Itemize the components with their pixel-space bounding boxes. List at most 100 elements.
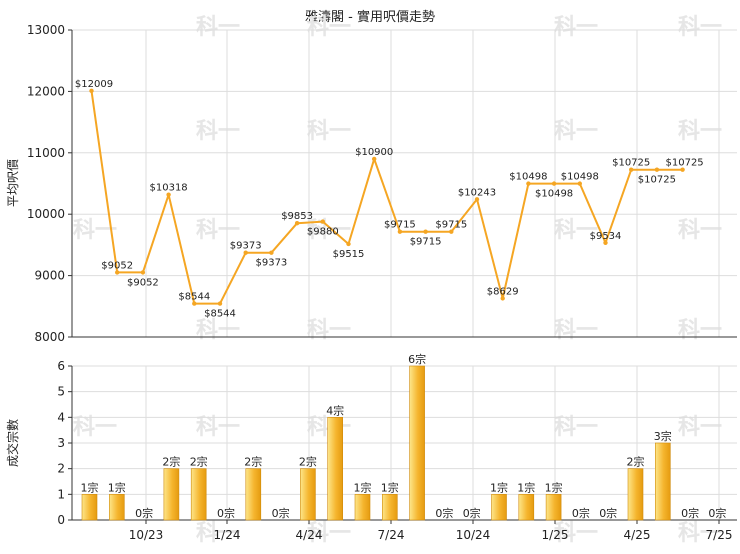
x-tick-label: 1/25 (542, 528, 569, 542)
volume-bar (109, 494, 125, 521)
line-layer (89, 88, 685, 306)
volume-data-label: 1宗 (354, 480, 372, 494)
volume-data-label: 1宗 (517, 480, 535, 494)
price-point (89, 88, 94, 94)
price-data-label: $8544 (178, 292, 210, 303)
price-point (397, 229, 403, 234)
price-y-tick-label: 9000 (34, 269, 65, 283)
price-data-label: $9515 (333, 249, 365, 260)
bar-layer (81, 365, 671, 521)
volume-bar (190, 468, 207, 521)
volume-data-label: 1宗 (381, 480, 399, 494)
price-point (294, 221, 300, 226)
price-data-label: $9853 (281, 211, 313, 222)
volume-bar (354, 494, 371, 521)
price-data-label: $10900 (355, 147, 393, 158)
price-point (603, 240, 608, 246)
volume-data-label: 1宗 (81, 480, 99, 494)
chart-title: 雅濤閣 - 實用呎價走勢 (305, 9, 435, 25)
price-point (372, 156, 377, 162)
price-y-tick-label: 13000 (27, 23, 65, 37)
volume-data-label: 1宗 (490, 480, 508, 494)
price-data-label: $10243 (458, 187, 496, 198)
volume-data-label: 1宗 (108, 480, 126, 494)
x-tick-label: 10/24 (456, 528, 491, 542)
volume-bar (381, 494, 398, 521)
axis-layer: 8000 9000 10000 11000 12000 13000 0 1 2 3 4 5 6 10/23… (27, 23, 737, 542)
volume-data-label: 0宗 (135, 506, 153, 520)
volume-data-label: 0宗 (463, 506, 481, 520)
watermark-text: 科一 (678, 15, 722, 40)
volume-y-tick-label: 1 (57, 487, 65, 501)
price-y-tick-label: 10000 (27, 207, 65, 221)
volume-bar (409, 365, 425, 521)
label-layer: 1宗 1宗 0宗 2宗 2宗 0宗 2宗 0宗 2宗 4宗 1宗 1宗 6宗 0宗 0宗 1宗 1宗 1宗 0宗 0宗… (75, 79, 726, 520)
price-point (166, 192, 171, 197)
x-tick-label: 4/24 (296, 528, 323, 542)
volume-data-label: 3宗 (654, 429, 672, 443)
watermark-text: 科一 (678, 318, 722, 343)
grid-layer (72, 29, 737, 521)
volume-bar (81, 494, 98, 521)
price-data-label: $10498 (561, 172, 599, 183)
price-point (551, 181, 557, 186)
volume-y-tick-label: 2 (57, 462, 65, 476)
price-y-tick-label: 11000 (27, 146, 65, 160)
volume-bar (518, 494, 535, 521)
price-data-label: $9715 (410, 237, 442, 248)
volume-data-label: 2宗 (299, 455, 317, 469)
volume-bar (245, 468, 262, 521)
x-tick-label: 4/25 (624, 528, 651, 542)
price-data-label: $9373 (255, 258, 287, 269)
volume-data-label: 0宗 (708, 506, 726, 520)
watermark-text: 科一 (678, 119, 722, 144)
price-data-label: $8544 (204, 309, 236, 320)
watermark-text: 科一 (307, 318, 351, 343)
price-point (140, 270, 146, 275)
watermark-text: 科一 (307, 15, 351, 40)
watermark-text: 科一 (196, 119, 240, 144)
price-data-label: $9715 (435, 220, 467, 231)
x-tick-label: 1/24 (214, 528, 241, 542)
price-point (449, 229, 454, 234)
price-data-label: $9715 (384, 220, 416, 231)
watermark-text: 科一 (196, 415, 240, 440)
price-data-label: $10725 (666, 158, 704, 169)
price-data-label: $10318 (150, 183, 188, 194)
price-data-label: $9534 (590, 231, 622, 242)
bar-y-axis-label: 成交宗數 (5, 419, 20, 467)
watermark-text: 科一 (196, 318, 240, 343)
x-tick-label: 10/23 (129, 528, 164, 542)
watermark-text: 科一 (554, 521, 598, 546)
price-data-label: $10498 (535, 189, 573, 200)
volume-bar (654, 442, 671, 521)
volume-data-label: 4宗 (326, 403, 344, 417)
volume-bar (163, 468, 180, 521)
price-point (217, 301, 223, 306)
watermark-text: 科一 (678, 415, 722, 440)
price-point (346, 241, 351, 247)
volume-data-label: 2宗 (190, 455, 208, 469)
price-data-label: $9373 (230, 241, 262, 252)
price-data-label: $10725 (612, 158, 650, 169)
watermark-text: 科一 (554, 415, 598, 440)
watermark-text: 科一 (678, 218, 722, 243)
volume-data-label: 0宗 (435, 506, 453, 520)
price-data-label: $10725 (638, 175, 676, 186)
price-data-label: $12009 (75, 79, 113, 90)
price-point (680, 167, 685, 172)
watermark-text: 科一 (678, 521, 722, 546)
price-data-label: $9052 (127, 277, 159, 288)
price-point (320, 219, 325, 224)
price-point (474, 197, 480, 202)
volume-data-label: 2宗 (162, 455, 180, 469)
watermark-text: 科一 (554, 15, 598, 40)
volume-y-tick-label: 5 (57, 385, 65, 399)
volume-data-label: 0宗 (681, 506, 699, 520)
volume-bar (545, 494, 562, 521)
watermark-text: 科一 (554, 318, 598, 343)
line-y-axis-label: 平均呎價 (6, 159, 20, 207)
price-point (577, 181, 582, 186)
